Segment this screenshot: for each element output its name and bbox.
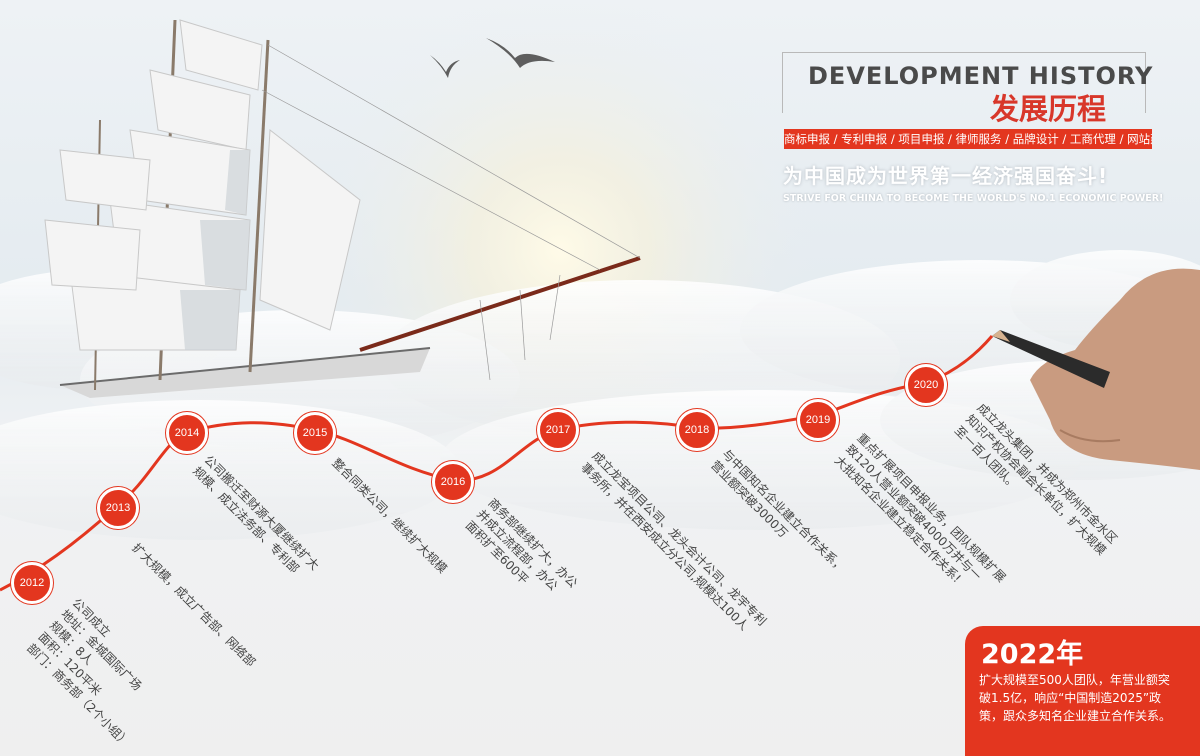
highlight-line: 策，跟众多知名企业建立合作关系。 [979,709,1172,723]
highlight-text: 扩大规模至500人团队，年营业额突 破1.5亿，响应“中国制造2025”政 策，… [979,671,1194,725]
highlight-line: 破1.5亿，响应“中国制造2025”政 [979,691,1162,705]
seagulls [430,38,555,78]
year-marker-2017: 2017 [537,409,579,451]
highlight-year: 2022年 [981,639,1084,670]
slogan-english: STRIVE FOR CHINA TO BECOME THE WORLD'S N… [783,193,1164,204]
year-marker-2018: 2018 [676,409,718,451]
services-bar: 商标申报 / 专利申报 / 项目申报 / 律师服务 / 品牌设计 / 工商代理 … [784,129,1152,149]
year-marker-2013: 2013 [97,487,139,529]
hand-drawing-illustration [992,268,1200,470]
title-frame [782,52,1146,113]
year-marker-2016: 2016 [432,461,474,503]
timeline-curve [0,335,994,592]
highlight-2022-box: 2022年 扩大规模至500人团队，年营业额突 破1.5亿，响应“中国制造202… [965,626,1200,756]
sailing-ship-illustration [44,19,641,398]
year-marker-2020: 2020 [905,364,947,406]
title-english: DEVELOPMENT HISTORY [808,62,1154,90]
year-marker-2019: 2019 [797,399,839,441]
slogan-chinese: 为中国成为世界第一经济强国奋斗! [783,164,1109,188]
title-chinese: 发展历程 [990,92,1107,126]
highlight-line: 扩大规模至500人团队，年营业额突 [979,673,1170,687]
year-marker-2014: 2014 [166,412,208,454]
year-marker-2012: 2012 [11,562,53,604]
year-marker-2015: 2015 [294,412,336,454]
